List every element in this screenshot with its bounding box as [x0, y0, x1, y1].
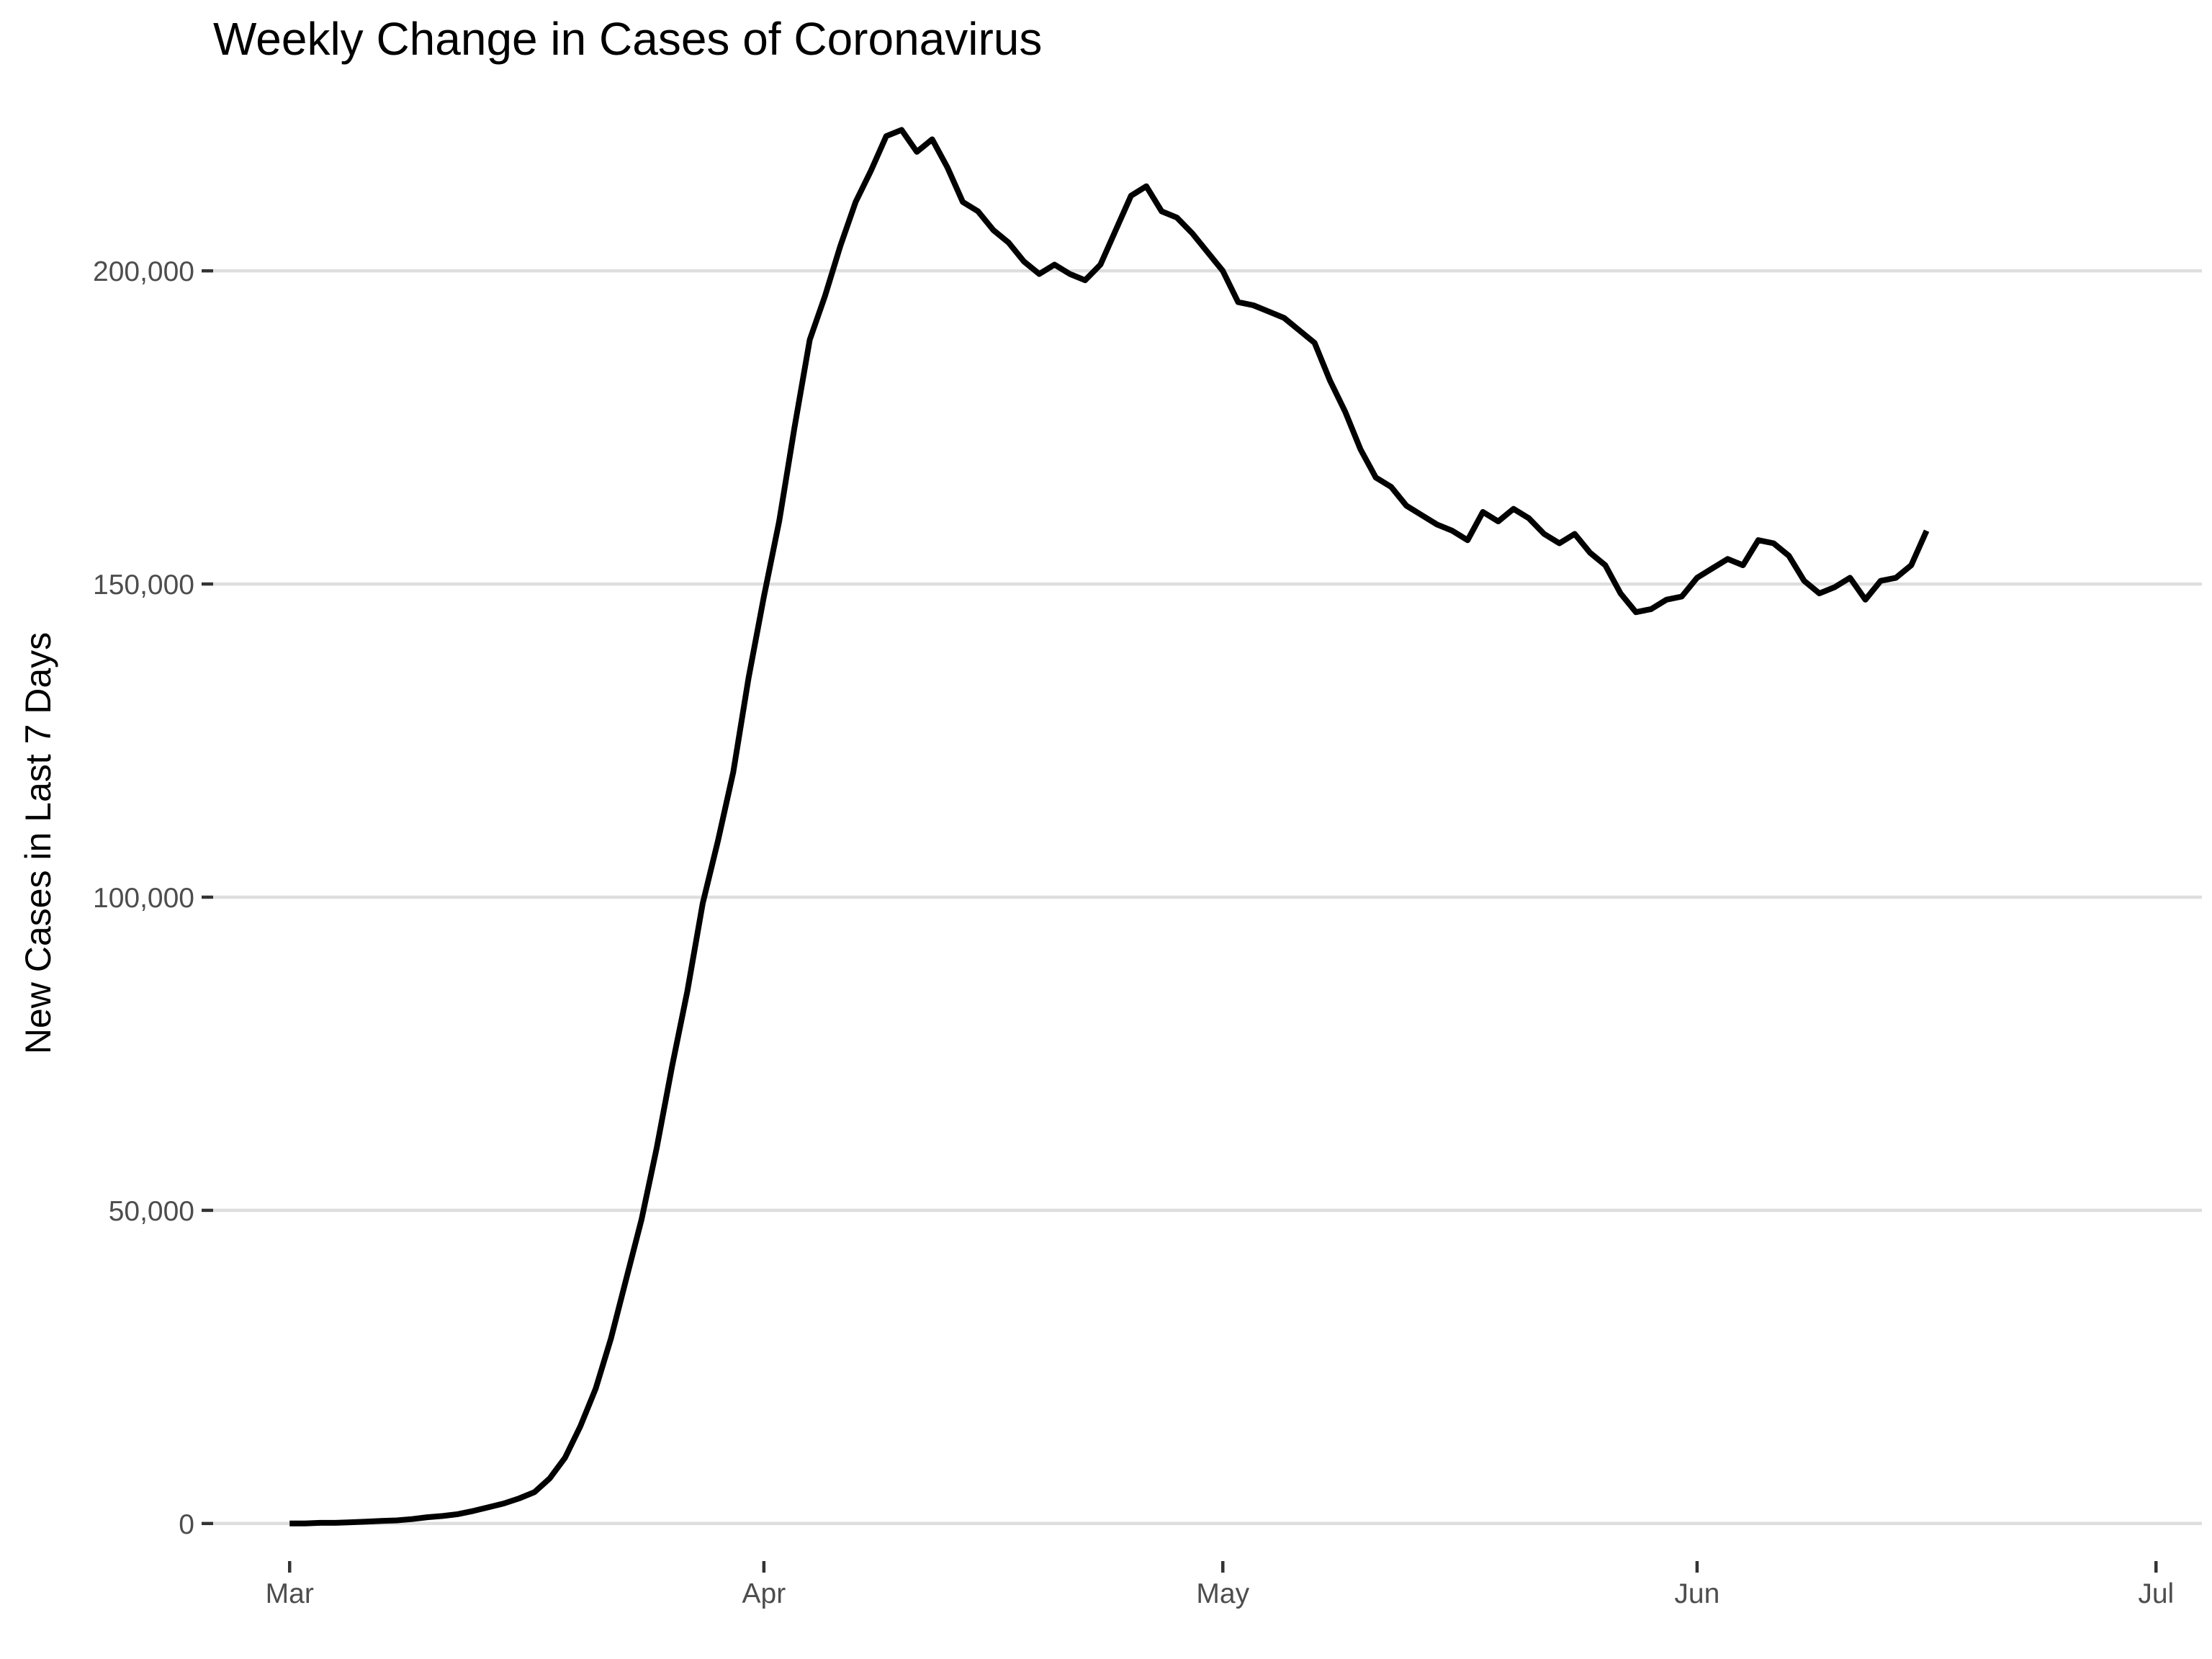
y-tick-label: 150,000 — [93, 570, 194, 601]
x-tick-label: Jun — [1674, 1578, 1719, 1609]
x-tick-label: Jul — [2138, 1578, 2174, 1609]
y-tick-label: 100,000 — [93, 883, 194, 914]
x-axis-ticks: Mar Apr May Jun Jul — [266, 1561, 2174, 1609]
y-gridlines — [213, 269, 2202, 1526]
chart-title: Weekly Change in Cases of Coronavirus — [213, 13, 1042, 65]
y-tick-label: 50,000 — [109, 1196, 194, 1227]
x-tick-label: Apr — [742, 1578, 786, 1609]
y-tick-label: 0 — [179, 1509, 194, 1540]
y-axis-title: New Cases in Last 7 Days — [18, 632, 58, 1054]
y-axis-ticks: 0 50,000 100,000 150,000 200,000 — [93, 256, 213, 1540]
y-tick-label: 200,000 — [93, 256, 194, 287]
series-line-weekly-new-cases — [289, 127, 1930, 1527]
x-tick-label: May — [1196, 1578, 1249, 1609]
x-tick-label: Mar — [266, 1578, 314, 1609]
